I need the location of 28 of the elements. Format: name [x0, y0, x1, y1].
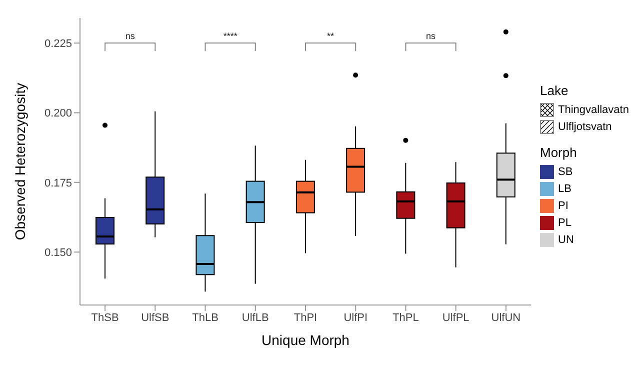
y-tick-label: 0.200	[44, 108, 72, 120]
x-tick-label: ThLB	[192, 312, 218, 324]
legend-label: UN	[557, 232, 575, 248]
text: Ulfljotsvatn	[557, 120, 613, 134]
y-tick-label: 0.150	[44, 246, 72, 259]
legend-label: SB	[557, 164, 574, 180]
text: Lake	[540, 83, 570, 98]
annotation: **	[327, 31, 335, 41]
x-tick-label: UlfPI	[344, 312, 368, 324]
legend-label: PL	[557, 216, 572, 230]
x-axis-title: Unique Morph	[262, 332, 350, 348]
x-tick-label: ThSB	[91, 312, 119, 324]
x-tick-label: UlfLB	[242, 312, 269, 324]
y-tick-label: 0.175	[44, 177, 72, 190]
x-tick-label: ThPL	[392, 312, 419, 324]
x-tick-label: UlfUN	[491, 312, 521, 324]
legend-title: Morph	[540, 145, 578, 160]
x-tick-label: UlfSB	[141, 312, 170, 324]
annotation: ns	[426, 31, 436, 41]
y-tick-label: 0.225	[44, 38, 72, 50]
x-tick-label: ThPI	[294, 312, 318, 324]
legend-label: PI	[557, 198, 570, 214]
annotation: ns	[125, 31, 136, 41]
legend-label: LB	[557, 182, 572, 196]
x-tick-label: UlfPL	[442, 312, 470, 324]
annotation: ****	[223, 31, 238, 41]
text: Thingvallavatn	[557, 102, 629, 118]
y-axis-title: Observed Heterozygosity	[12, 82, 28, 240]
